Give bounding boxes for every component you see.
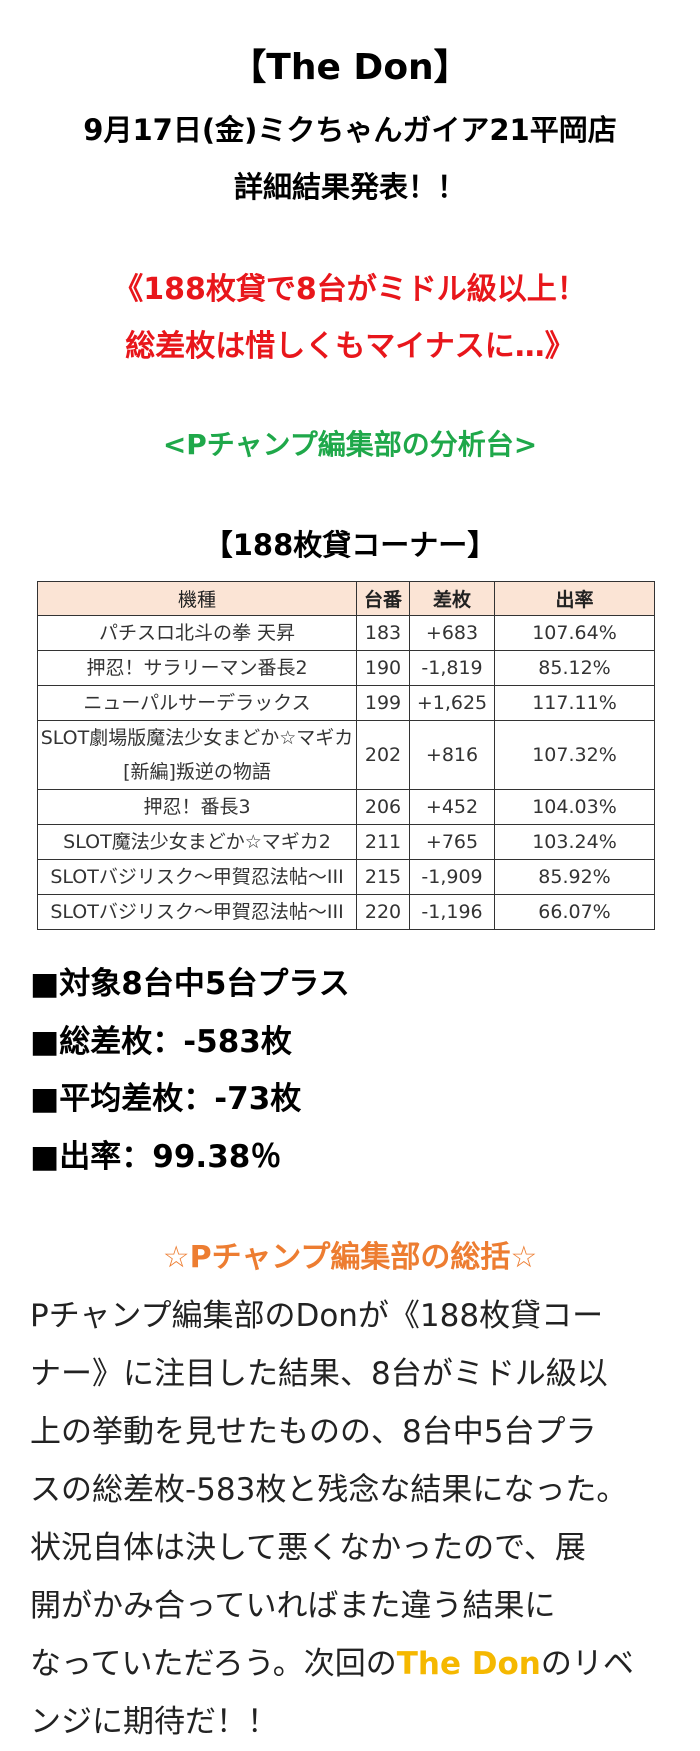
model-line: [新編]叛逆の物語: [123, 761, 271, 783]
rate-cell: 104.03%: [494, 789, 655, 825]
text: 開がかみ合っていればまた違う結果に: [30, 1588, 556, 1624]
diff-cell: +816: [409, 720, 495, 790]
model-cell: SLOT魔法少女まどか☆マギカ2: [37, 824, 357, 860]
summary-title: ☆Pチャンプ編集部の総括☆: [162, 1240, 538, 1275]
text: 上の挙動を見せたものの、8台中5台プラ: [30, 1414, 597, 1450]
headline: 《188枚貸で8台がミドル級以上！: [113, 272, 587, 307]
summary-line: なっていただろう。次回のThe Donのリベ: [30, 1638, 634, 1683]
diff-cell: +683: [409, 615, 495, 651]
model-line: ニューパルサーデラックス: [83, 692, 311, 714]
text: スの総差枚-583枚と残念な結果になった。: [30, 1472, 628, 1508]
model-line: 押忍！番長3: [143, 796, 251, 818]
section-title: 【188枚貸コーナー】: [203, 528, 497, 562]
subtitle: 詳細結果発表！！: [233, 170, 466, 204]
table-row: 押忍！サラリーマン番長2 190 -1,819 85.12%: [37, 650, 655, 686]
rate-cell: 85.12%: [494, 650, 655, 686]
column-header: 台番: [356, 581, 410, 616]
text: なっていただろう。次回の: [30, 1646, 397, 1682]
number-cell: 206: [356, 789, 410, 825]
diff-cell: +1,625: [409, 685, 495, 721]
model-line: SLOTバジリスク～甲賀忍法帖～III: [50, 901, 344, 923]
number-cell: 190: [356, 650, 410, 686]
text: ンジに期待だ！！: [30, 1704, 278, 1740]
diff-cell: -1,196: [409, 894, 495, 930]
rate-cell: 66.07%: [494, 894, 655, 930]
rate-cell: 107.64%: [494, 615, 655, 651]
stat: ■平均差枚：-73枚: [30, 1081, 302, 1117]
number-cell: 215: [356, 859, 410, 895]
number-cell: 199: [356, 685, 410, 721]
diff-cell: +452: [409, 789, 495, 825]
model-cell: SLOT劇場版魔法少女まどか☆マギカ [新編]叛逆の物語: [37, 720, 357, 790]
number-cell: 202: [356, 720, 410, 790]
model-line: 押忍！サラリーマン番長2: [86, 657, 308, 679]
rate-cell: 85.92%: [494, 859, 655, 895]
table-row: SLOTバジリスク～甲賀忍法帖～III 215 -1,909 85.92%: [37, 859, 655, 895]
table-row: パチスロ北斗の拳 天昇 183 +683 107.64%: [37, 615, 655, 651]
text: Pチャンプ編集部のDonが《188枚貸コー: [30, 1298, 604, 1334]
model-line: SLOT魔法少女まどか☆マギカ2: [63, 831, 331, 853]
summary-line: Pチャンプ編集部のDonが《188枚貸コー: [30, 1290, 603, 1335]
summary-line: 状況自体は決して悪くなかったので、展: [30, 1522, 586, 1567]
stat: ■総差枚：-583枚: [30, 1024, 292, 1060]
text: 状況自体は決して悪くなかったので、展: [30, 1530, 586, 1566]
column-header: 差枚: [409, 581, 495, 616]
number-cell: 211: [356, 824, 410, 860]
diff-cell: +765: [409, 824, 495, 860]
text: ナー》に注目した結果、8台がミドル級以: [30, 1356, 608, 1392]
model-cell: 押忍！番長3: [37, 789, 357, 825]
number-cell: 183: [356, 615, 410, 651]
model-line: SLOT劇場版魔法少女まどか☆マギカ: [40, 727, 354, 749]
rate-cell: 117.11%: [494, 685, 655, 721]
stat: ■出率：99.38％: [30, 1139, 282, 1175]
diff-cell: -1,819: [409, 650, 495, 686]
model-cell: パチスロ北斗の拳 天昇: [37, 615, 357, 651]
number-cell: 220: [356, 894, 410, 930]
date-line: 9月17日(金)ミクちゃんガイア21平岡店: [83, 113, 617, 147]
table-row: 押忍！番長3 206 +452 104.03%: [37, 789, 655, 825]
column-header: 出率: [494, 581, 655, 616]
table-row: ニューパルサーデラックス 199 +1,625 117.11%: [37, 685, 655, 721]
table-row: SLOT劇場版魔法少女まどか☆マギカ [新編]叛逆の物語 202 +816 107.32…: [37, 720, 655, 790]
column-header: 機種: [37, 581, 357, 616]
model-line: パチスロ北斗の拳 天昇: [98, 622, 296, 644]
summary-line: スの総差枚-583枚と残念な結果になった。: [30, 1464, 627, 1509]
summary-line: ンジに期待だ！！: [30, 1696, 278, 1741]
summary-line: ナー》に注目した結果、8台がミドル級以: [30, 1348, 608, 1393]
rate-cell: 107.32%: [494, 720, 655, 790]
model-cell: SLOTバジリスク～甲賀忍法帖～III: [37, 859, 357, 895]
result-table: 機種 台番 差枚 出率 パチスロ北斗の拳 天昇 183 +683 107.64% 押忍！サラリ…: [37, 581, 655, 930]
summary-line: 開がかみ合っていればまた違う結果に: [30, 1580, 555, 1625]
summary-line: 上の挙動を見せたものの、8台中5台プラ: [30, 1406, 596, 1451]
model-cell: ニューパルサーデラックス: [37, 685, 357, 721]
model-line: SLOTバジリスク～甲賀忍法帖～III: [50, 866, 344, 888]
stat: ■対象8台中5台プラス: [30, 966, 350, 1002]
rate-cell: 103.24%: [494, 824, 655, 860]
analysis-label: <Pチャンプ編集部の分析台>: [162, 428, 538, 461]
highlight: The Don: [396, 1646, 541, 1682]
header-row: 機種 台番 差枚 出率: [37, 581, 655, 616]
diff-cell: -1,909: [409, 859, 495, 895]
model-cell: SLOTバジリスク～甲賀忍法帖～III: [37, 894, 357, 930]
text: のリベ: [540, 1646, 634, 1682]
title: 【The Don】: [230, 47, 470, 88]
headline: 総差枚は惜しくもマイナスに…》: [125, 329, 575, 364]
table-row: SLOTバジリスク～甲賀忍法帖～III 220 -1,196 66.07%: [37, 894, 655, 930]
table-row: SLOT魔法少女まどか☆マギカ2 211 +765 103.24%: [37, 824, 655, 860]
model-cell: 押忍！サラリーマン番長2: [37, 650, 357, 686]
